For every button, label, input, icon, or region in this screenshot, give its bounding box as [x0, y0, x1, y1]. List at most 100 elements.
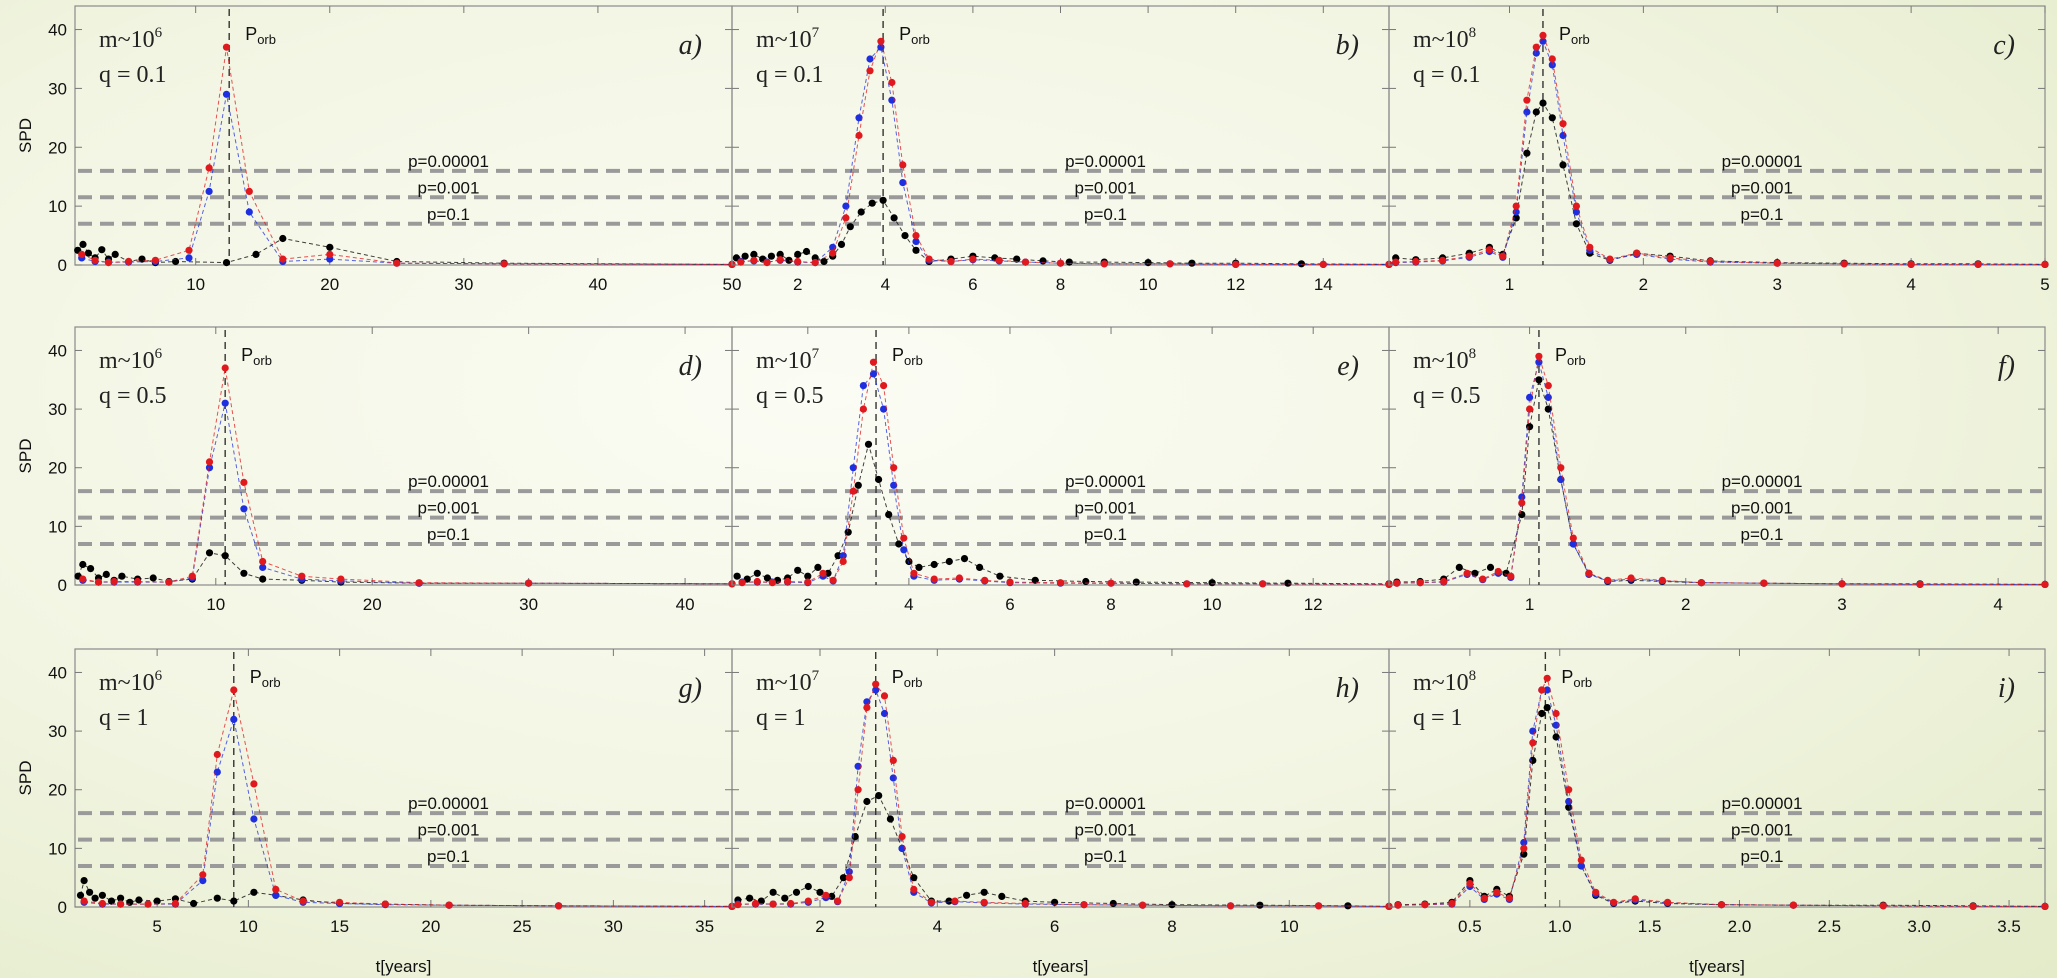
data-point	[857, 208, 865, 216]
data-point	[912, 232, 920, 240]
data-point	[213, 750, 221, 759]
data-point	[886, 815, 895, 823]
data-point	[839, 557, 847, 566]
significance-label: p=0.1	[427, 205, 470, 224]
panel-label: d)	[679, 351, 702, 382]
data-point	[1463, 569, 1471, 577]
data-point	[733, 572, 741, 580]
x-axis-title: t[years]	[1689, 957, 1745, 976]
series-black	[733, 440, 1393, 588]
data-point	[859, 382, 868, 390]
porb-label: Porb	[899, 24, 930, 47]
significance-label: p=0.1	[1740, 847, 1783, 866]
data-point	[1512, 208, 1520, 216]
data-point	[279, 234, 287, 243]
x-tick-label: 12	[1226, 275, 1245, 294]
data-point	[1080, 901, 1088, 909]
data-point	[816, 888, 824, 896]
data-point	[925, 255, 933, 263]
x-tick-label: 30	[604, 917, 623, 936]
data-point	[1552, 709, 1560, 718]
q-label: q = 0.1	[99, 62, 167, 88]
series-red	[1392, 31, 2049, 268]
porb-label: Porb	[245, 24, 276, 47]
x-tick-label: 5	[152, 917, 161, 936]
series-black	[74, 549, 736, 588]
data-point	[230, 715, 238, 724]
data-point	[326, 243, 334, 251]
data-point	[98, 899, 106, 908]
porb-label-main: P	[245, 24, 257, 44]
data-point	[905, 557, 913, 566]
data-point	[1548, 61, 1556, 69]
mass-label: m~107	[756, 668, 820, 696]
data-point	[1183, 580, 1191, 588]
x-tick-label: 10	[206, 595, 225, 614]
q-label: q = 1	[1413, 705, 1463, 731]
significance-label: p=0.00001	[1722, 152, 1803, 171]
data-point	[86, 888, 94, 896]
data-point	[151, 256, 159, 264]
data-point	[1319, 260, 1327, 268]
data-point	[1021, 258, 1030, 266]
data-point	[1535, 376, 1543, 384]
data-point	[1706, 257, 1714, 266]
q-label: q = 0.5	[99, 383, 167, 409]
data-point	[221, 552, 229, 560]
porb-label-main: P	[241, 345, 253, 365]
porb-label: Porb	[892, 345, 923, 368]
data-point	[947, 257, 955, 266]
significance-label: p=0.1	[427, 847, 470, 866]
mass-exponent: 7	[812, 25, 820, 41]
data-point	[1666, 254, 1674, 262]
data-point	[1879, 902, 1887, 910]
x-tick-label: 10	[239, 917, 258, 936]
x-tick-label: 4	[881, 275, 890, 294]
data-point	[245, 187, 253, 195]
data-point	[863, 797, 871, 806]
significance-label: p=0.00001	[408, 472, 489, 491]
significance-label: p=0.00001	[1065, 472, 1146, 491]
panel-label: i)	[1998, 673, 2015, 704]
x-tick-label: 6	[968, 275, 977, 294]
data-point	[1512, 202, 1520, 210]
y-tick-label: 0	[58, 576, 67, 595]
data-point	[1627, 574, 1635, 582]
data-point	[1586, 243, 1594, 251]
data-point	[94, 578, 103, 586]
data-point	[1188, 259, 1196, 267]
x-tick-label: 8	[1106, 595, 1115, 614]
porb-label-main: P	[892, 345, 904, 365]
data-point	[125, 257, 133, 266]
x-tick-label: 1	[1505, 275, 1514, 294]
x-tick-label: 3.5	[1997, 917, 2021, 936]
significance-label: p=0.00001	[1065, 152, 1146, 171]
mass-base: m~10	[756, 670, 812, 696]
x-tick-label: 2.0	[1728, 917, 1752, 936]
data-point	[819, 569, 827, 577]
data-point	[899, 161, 907, 169]
significance-label: p=0.001	[418, 499, 480, 518]
data-point	[927, 898, 936, 906]
x-tick-label: 10	[1139, 275, 1158, 294]
x-tick-label: 3	[1837, 595, 1846, 614]
data-point	[776, 256, 784, 264]
x-tick-label: 35	[695, 917, 714, 936]
data-point	[1532, 108, 1540, 116]
x-tick-label: 1.5	[1638, 917, 1662, 936]
panel-frame	[1388, 648, 2046, 908]
data-point	[2041, 580, 2049, 589]
data-point	[910, 874, 918, 882]
data-point	[753, 569, 761, 577]
data-point	[1232, 260, 1240, 268]
data-point	[1631, 895, 1639, 903]
x-tick-label: 2.5	[1818, 917, 1842, 936]
significance-label: p=0.00001	[408, 152, 489, 171]
data-point	[769, 900, 777, 908]
porb-label-sub: orb	[253, 353, 272, 368]
data-point	[1565, 786, 1573, 794]
data-point	[1523, 149, 1531, 157]
data-point	[1585, 569, 1593, 577]
mass-label: m~108	[1413, 346, 1476, 374]
panel-h: 2 4 6 8 10 p=0.00001 p=0.001 p=0.1 Porb m~107 q = …	[731, 648, 1393, 936]
